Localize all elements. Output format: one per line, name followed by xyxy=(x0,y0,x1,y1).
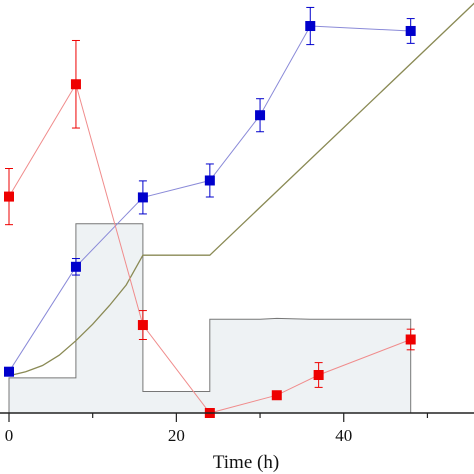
series-blue-point-2 xyxy=(137,192,148,203)
series-red-point-2 xyxy=(137,320,148,331)
series-blue-point-6 xyxy=(405,25,416,36)
series-red-point-6 xyxy=(405,334,416,345)
series-red-point-1 xyxy=(70,79,81,90)
series-red-point-4 xyxy=(271,390,282,401)
series-blue-point-1 xyxy=(70,261,81,272)
x-axis-title: Time (h) xyxy=(213,452,279,473)
series-gray_step-area xyxy=(8,223,412,414)
series-blue-point-5 xyxy=(305,21,316,32)
x-tick-label-20: 20 xyxy=(168,426,185,445)
series-olive-line xyxy=(8,2,474,377)
x-tick-label-0: 0 xyxy=(5,426,14,445)
series-blue-point-4 xyxy=(255,110,266,121)
x-tick-label-40: 40 xyxy=(335,426,352,445)
series-red-point-0 xyxy=(4,191,14,202)
x-axis-ticks: 0 20 40 xyxy=(5,413,429,445)
series-blue-point-0 xyxy=(4,366,14,377)
series-red-point-5 xyxy=(313,370,324,381)
plot-area xyxy=(4,2,474,418)
series-blue-point-3 xyxy=(204,175,215,186)
